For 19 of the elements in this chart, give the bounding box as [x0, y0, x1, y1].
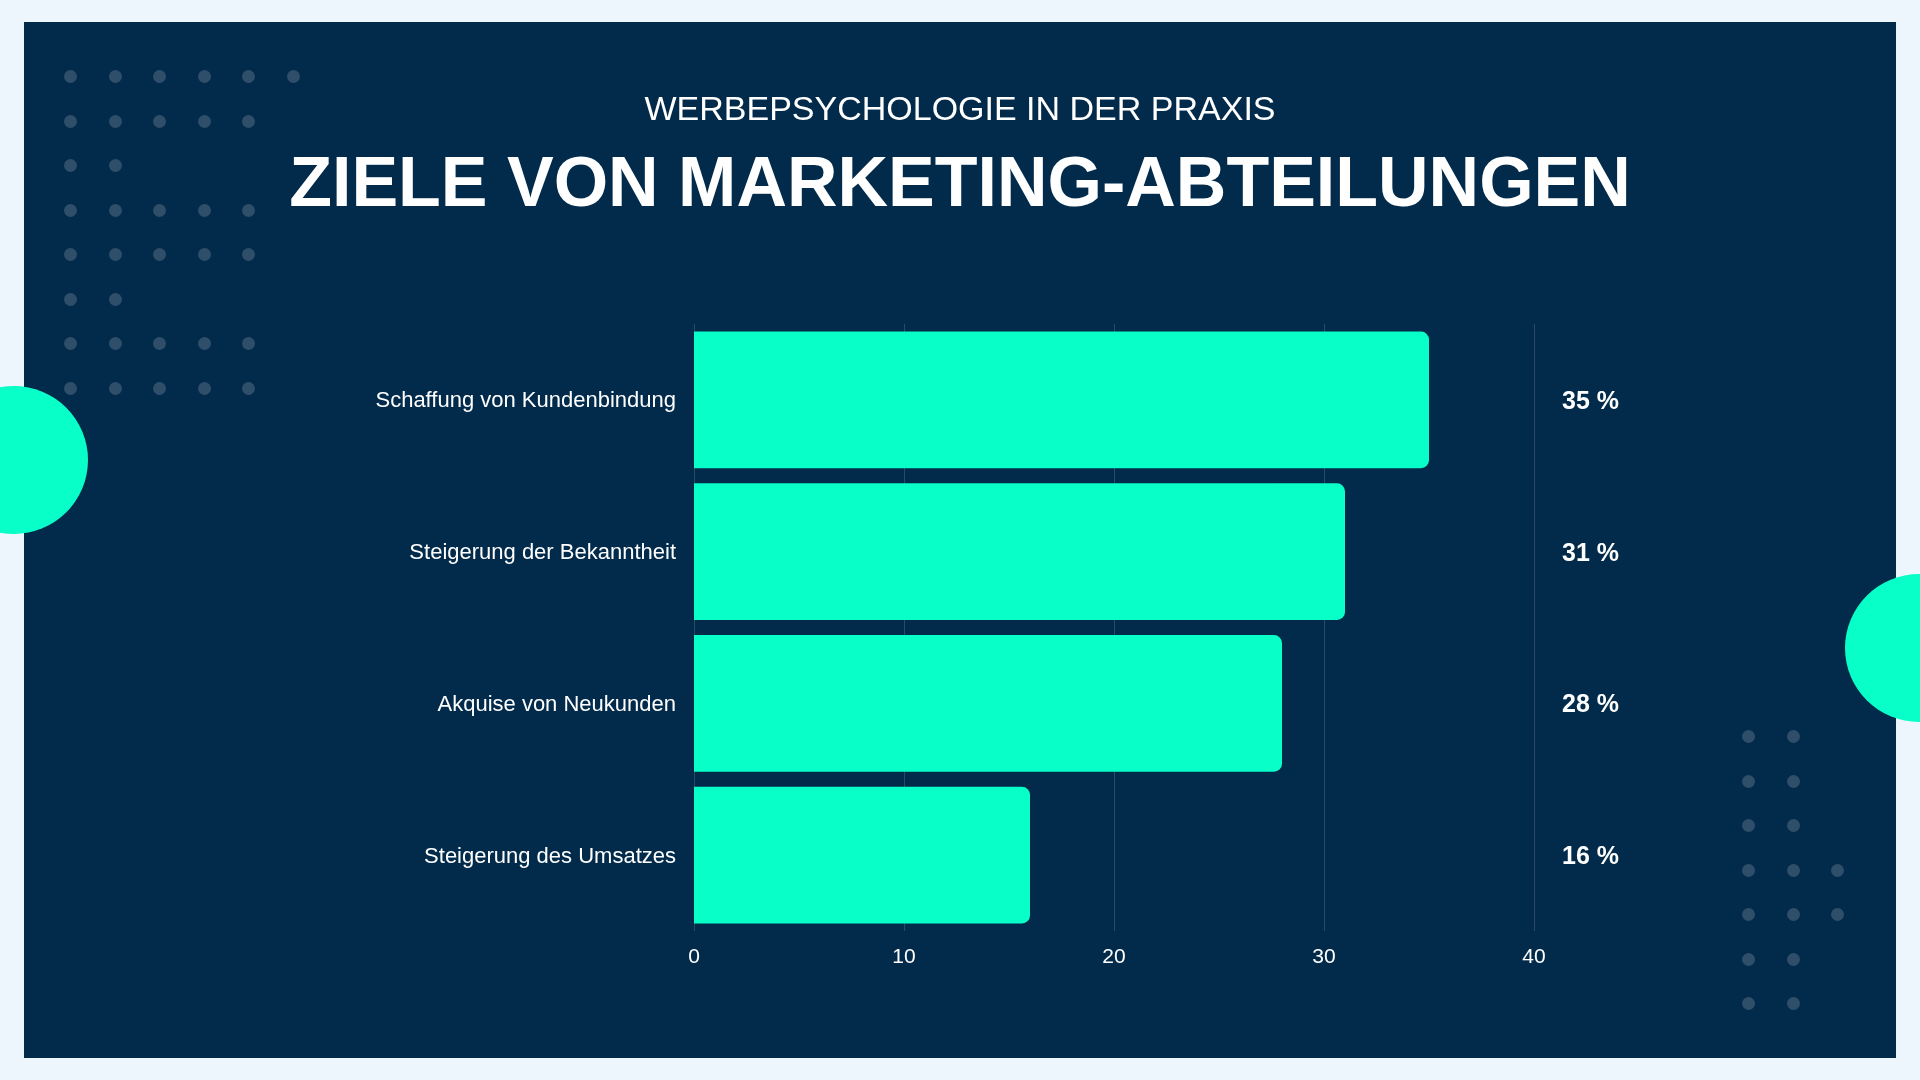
x-tick-label: 20 — [1102, 944, 1126, 967]
data-label: 16 % — [1562, 841, 1619, 870]
y-tick-label: Steigerung des Umsatzes — [424, 842, 676, 868]
data-label: 35 % — [1562, 385, 1619, 414]
chart-subtitle: WERBEPSYCHOLOGIE IN DER PRAXIS — [644, 89, 1276, 127]
x-tick-label: 40 — [1522, 944, 1546, 967]
y-tick-label: Schaffung von Kundenbindung — [375, 387, 676, 413]
y-tick-label: Akquise von Neukunden — [437, 690, 676, 716]
bar — [694, 786, 1030, 924]
bar — [694, 635, 1282, 772]
bar — [694, 483, 1345, 620]
data-label: 31 % — [1562, 537, 1619, 566]
x-tick-label: 10 — [892, 944, 916, 967]
y-tick-label: Steigerung der Bekanntheit — [409, 539, 676, 565]
data-label: 28 % — [1562, 689, 1619, 718]
chart-title: ZIELE VON MARKETING-ABTEILUNGEN — [289, 143, 1631, 221]
x-tick-label: 30 — [1312, 944, 1336, 967]
bar — [694, 331, 1429, 469]
x-tick-label: 0 — [688, 944, 700, 967]
